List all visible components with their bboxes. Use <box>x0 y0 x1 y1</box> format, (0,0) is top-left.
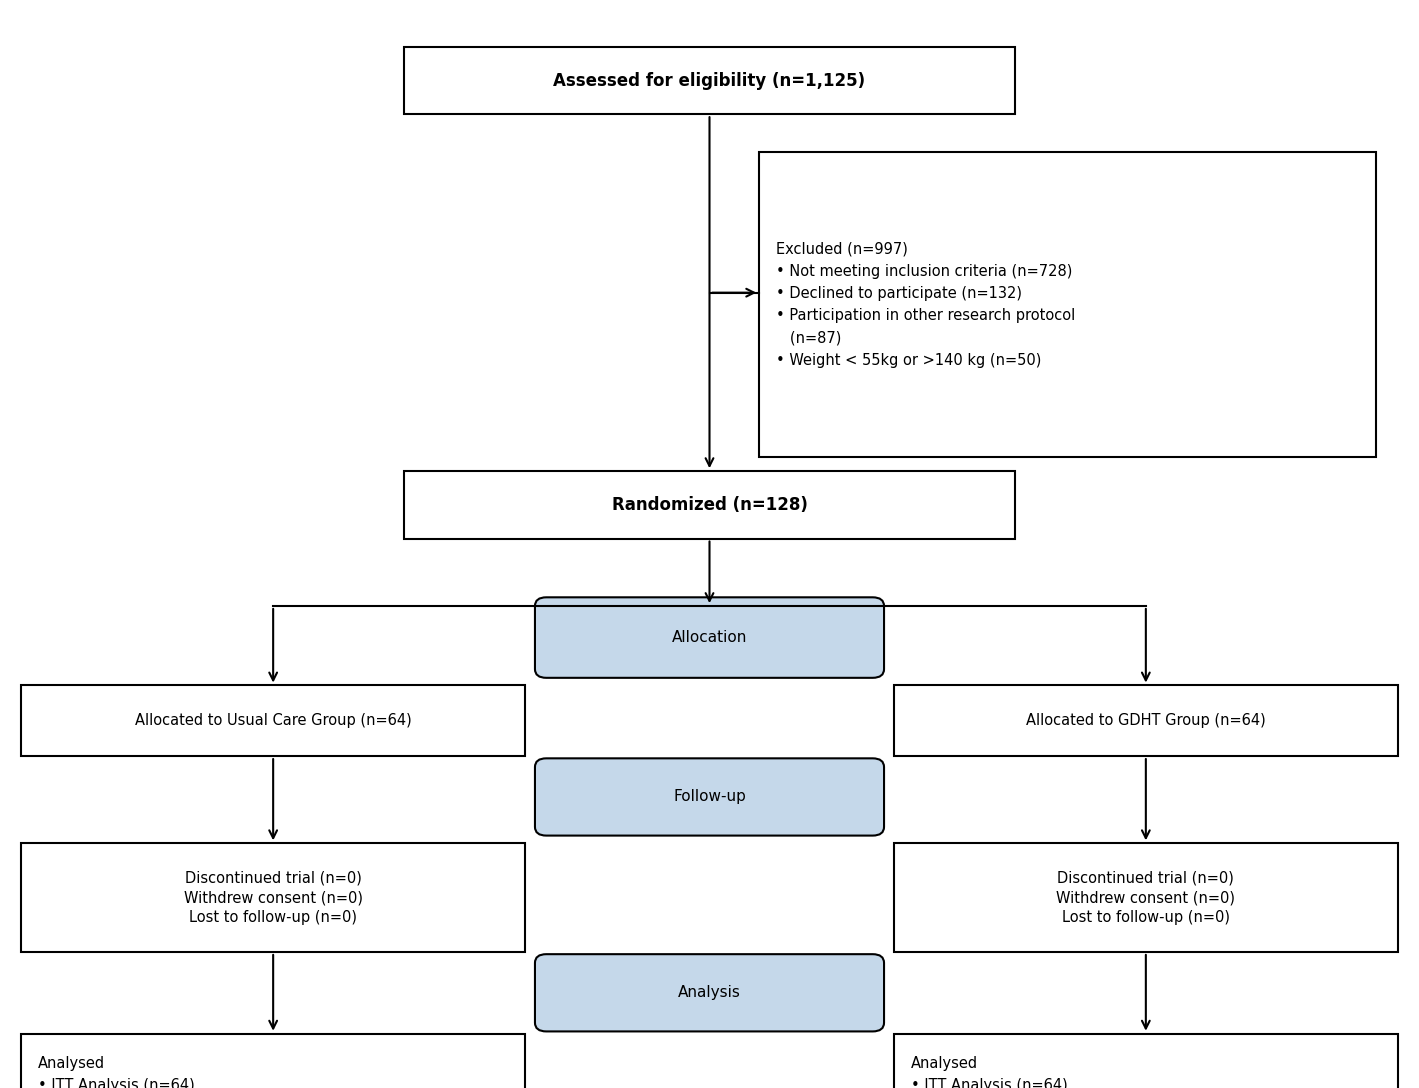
Text: Allocation: Allocation <box>671 630 748 645</box>
Text: Randomized (n=128): Randomized (n=128) <box>612 496 807 514</box>
Text: Analysed
• ITT Analysis (n=64): Analysed • ITT Analysis (n=64) <box>38 1055 194 1088</box>
FancyBboxPatch shape <box>535 597 884 678</box>
FancyBboxPatch shape <box>894 843 1398 952</box>
Text: Discontinued trial (n=0)
Withdrew consent (n=0)
Lost to follow-up (n=0): Discontinued trial (n=0) Withdrew consen… <box>1056 870 1236 925</box>
Text: Discontinued trial (n=0)
Withdrew consent (n=0)
Lost to follow-up (n=0): Discontinued trial (n=0) Withdrew consen… <box>183 870 363 925</box>
Text: Allocated to GDHT Group (n=64): Allocated to GDHT Group (n=64) <box>1026 714 1266 728</box>
FancyBboxPatch shape <box>21 685 525 756</box>
FancyBboxPatch shape <box>404 47 1015 114</box>
FancyBboxPatch shape <box>404 471 1015 539</box>
Text: Follow-up: Follow-up <box>673 790 746 804</box>
FancyBboxPatch shape <box>894 1034 1398 1088</box>
FancyBboxPatch shape <box>535 758 884 836</box>
Text: Allocated to Usual Care Group (n=64): Allocated to Usual Care Group (n=64) <box>135 714 412 728</box>
Text: Analysed
• ITT Analysis (n=64): Analysed • ITT Analysis (n=64) <box>911 1055 1067 1088</box>
Text: Assessed for eligibility (n=1,125): Assessed for eligibility (n=1,125) <box>553 72 866 89</box>
FancyBboxPatch shape <box>535 954 884 1031</box>
FancyBboxPatch shape <box>21 843 525 952</box>
Text: Analysis: Analysis <box>678 986 741 1000</box>
Text: Excluded (n=997)
• Not meeting inclusion criteria (n=728)
• Declined to particip: Excluded (n=997) • Not meeting inclusion… <box>776 242 1076 368</box>
FancyBboxPatch shape <box>21 1034 525 1088</box>
FancyBboxPatch shape <box>759 152 1376 457</box>
FancyBboxPatch shape <box>894 685 1398 756</box>
